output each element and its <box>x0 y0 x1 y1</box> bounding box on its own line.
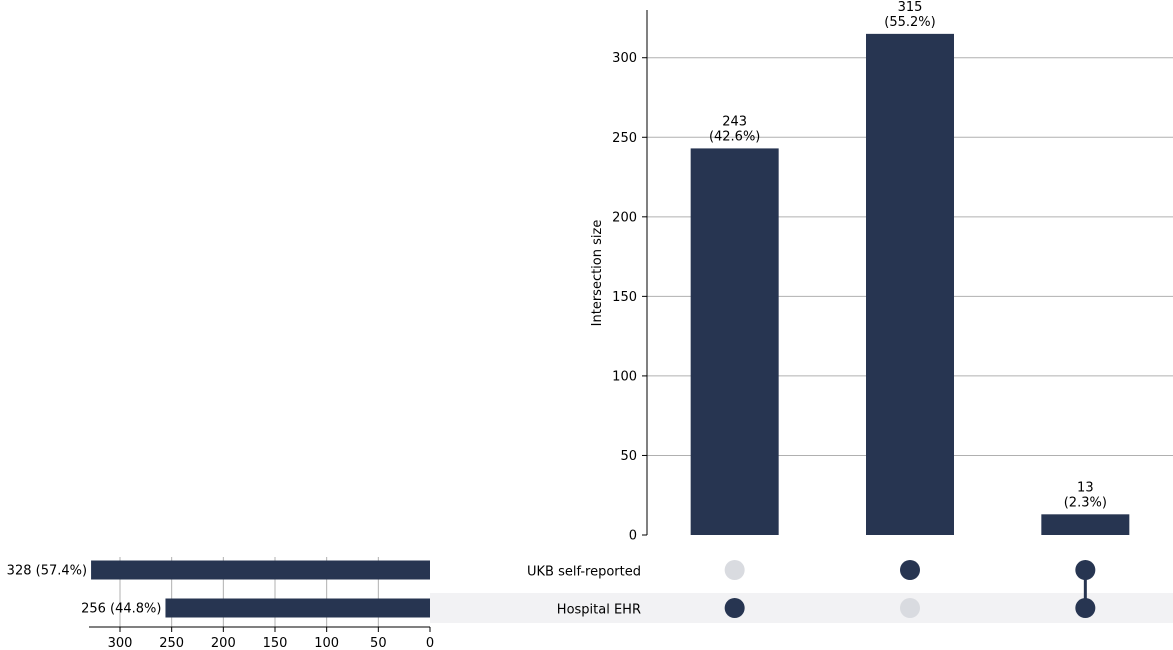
set-size-tick-label: 250 <box>159 636 184 650</box>
y-tick-label: 150 <box>612 290 637 305</box>
set-size-labels: 328 (57.4%) 256 (44.8%) <box>7 564 162 617</box>
set-name: Hospital EHR <box>557 603 641 618</box>
matrix-dot-inactive <box>724 560 745 580</box>
set-size-tick-label: 200 <box>211 636 236 650</box>
matrix-dot-inactive <box>900 598 920 618</box>
y-tick-label: 300 <box>612 51 637 66</box>
intersection-bar-percent: (55.2%) <box>884 15 935 30</box>
set-size-bar <box>91 560 431 580</box>
set-size-tick-label: 50 <box>370 636 387 650</box>
matrix-dot-active <box>900 560 920 580</box>
intersection-bar-count: 315 <box>898 0 923 15</box>
matrix-dot-active <box>1075 560 1096 580</box>
set-size-bars <box>91 560 431 618</box>
set-size-tick-label: 0 <box>426 636 434 650</box>
intersection-bar <box>690 148 779 535</box>
intersection-bar <box>866 33 954 535</box>
y-tick-label: 100 <box>612 369 637 384</box>
y-tick-label: 250 <box>612 131 637 146</box>
set-size-bar <box>165 598 430 618</box>
y-tick-label: 200 <box>612 210 637 225</box>
intersection-bar-percent: (42.6%) <box>709 129 760 144</box>
set-size-tick-label: 300 <box>108 636 133 650</box>
set-name: UKB self-reported <box>527 565 641 580</box>
set-size-label: 256 (44.8%) <box>81 602 161 617</box>
set-size-tick-label: 150 <box>263 636 288 650</box>
set-size-x-axis: 300 250 200 150 100 50 0 <box>89 626 434 650</box>
intersection-bar-percent: (2.3%) <box>1064 495 1107 510</box>
set-size-tick-label: 100 <box>314 636 339 650</box>
intersection-bar-count: 243 <box>722 114 747 129</box>
intersection-y-axis: 0 50 100 150 200 250 300 <box>612 10 648 544</box>
matrix-dot-active <box>1075 598 1096 618</box>
y-tick-label: 0 <box>629 529 637 544</box>
set-names: UKB self-reported Hospital EHR <box>527 565 641 618</box>
intersection-bar-count: 13 <box>1077 480 1094 495</box>
intersection-matrix <box>724 560 1096 618</box>
set-size-label: 328 (57.4%) <box>7 564 87 579</box>
matrix-dot-active <box>724 598 745 618</box>
intersection-bar <box>1041 514 1130 535</box>
intersection-bar-labels: 243(42.6%) 315(55.2%) 13(2.3%) <box>709 0 1107 510</box>
intersection-bars <box>690 33 1130 535</box>
y-tick-label: 50 <box>620 449 637 464</box>
matrix-row-stripe <box>430 593 1173 623</box>
matrix-row-stripes <box>430 593 1173 623</box>
y-axis-label: Intersection size <box>590 220 605 327</box>
